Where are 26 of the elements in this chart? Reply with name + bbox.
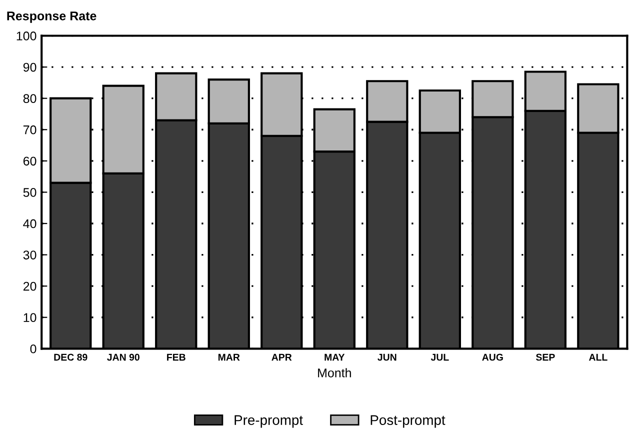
y-tick-label: 10 [24, 313, 36, 322]
x-axis-title: Month [318, 368, 351, 378]
x-tick-label: MAY [324, 354, 345, 361]
y-tick-label: 70 [23, 125, 36, 134]
x-tick-label: MAR [218, 354, 240, 361]
legend-label: Pre-prompt [234, 415, 303, 428]
x-tick-label: JUN [378, 354, 396, 361]
y-tick-label: 30 [23, 250, 36, 260]
legend-label: Post-prompt [370, 415, 446, 428]
x-tick-label: JUL [430, 354, 449, 361]
y-tick-label: 100 [16, 32, 36, 40]
x-tick-label: FEB [167, 354, 186, 361]
x-tick-label: JAN 90 [107, 354, 140, 361]
x-tick-label: ALL [588, 354, 608, 361]
y-tick-label: 40 [23, 219, 36, 228]
x-tick-label: SEP [536, 354, 555, 361]
x-tick-label: DEC 89 [54, 354, 88, 361]
x-tick-label: AUG [482, 354, 503, 361]
y-tick-label: 90 [23, 62, 36, 72]
y-tick-label: 60 [23, 156, 36, 166]
y-tick-label: 20 [23, 282, 36, 291]
y-tick-label: 50 [23, 188, 36, 197]
x-tick-label: APR [272, 354, 292, 361]
y-axis-title: Response Rate [7, 12, 96, 23]
y-tick-label: 80 [23, 94, 36, 103]
y-tick-label: 0 [30, 344, 36, 354]
